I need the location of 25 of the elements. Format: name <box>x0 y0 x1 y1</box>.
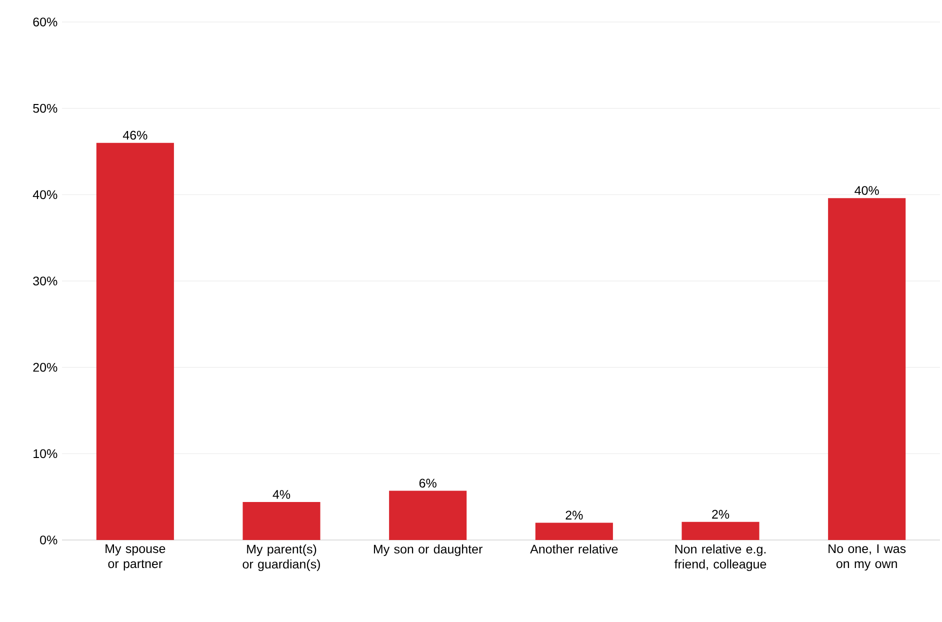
x-tick-label: My son or daughter <box>374 544 482 556</box>
data-label: 6% <box>419 478 436 488</box>
data-label: 40% <box>854 186 879 195</box>
bar <box>242 502 320 540</box>
data-label: 4% <box>272 490 290 499</box>
x-tick-label: Non relative e.g. friend, colleague <box>674 544 766 572</box>
x-tick-label: Another relative <box>530 544 618 554</box>
data-label: 2% <box>566 510 583 520</box>
y-tick-label: 50% <box>33 104 58 113</box>
bar <box>682 522 760 540</box>
x-tick-label: No one, I was on my own <box>828 544 906 571</box>
y-tick-label: 10% <box>34 449 58 458</box>
x-tick-label: My parent(s) or guardian(s) <box>242 544 320 572</box>
bar <box>828 198 906 540</box>
y-tick-label: 30% <box>33 276 58 286</box>
data-label: 2% <box>712 510 730 519</box>
bar <box>96 142 174 540</box>
x-tick-label: My spouse or partner <box>106 544 166 571</box>
y-tick-label: 60% <box>33 18 58 26</box>
bar <box>389 490 467 540</box>
y-tick-label: 20% <box>33 362 58 372</box>
bar <box>535 522 613 540</box>
y-tick-label: 0% <box>40 536 58 544</box>
data-label: 46% <box>122 130 148 140</box>
y-tick-label: 40% <box>32 190 58 200</box>
